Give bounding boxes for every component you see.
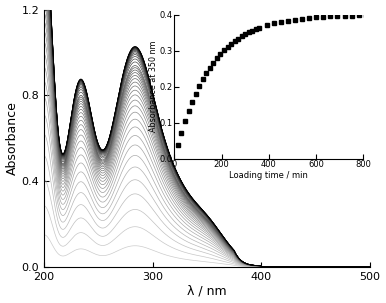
Y-axis label: Absorbance: Absorbance <box>5 101 19 175</box>
X-axis label: λ / nm: λ / nm <box>187 285 227 298</box>
